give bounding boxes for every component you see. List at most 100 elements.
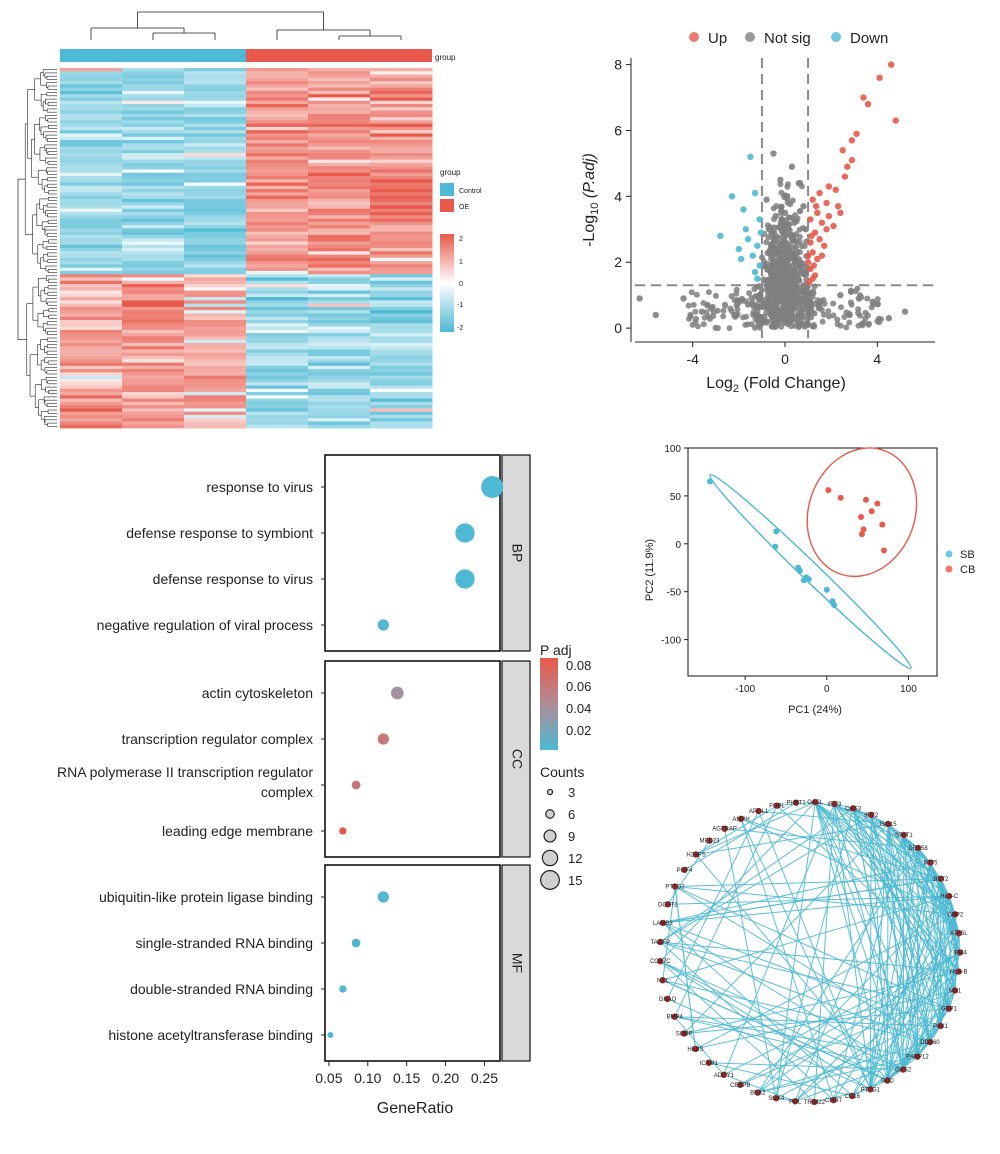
- heatmap-cell: [308, 421, 371, 426]
- pca-y-tick-label: 50: [670, 492, 682, 503]
- heatmap-cell: [246, 198, 309, 203]
- heatmap-cell: [246, 94, 309, 98]
- heatmap-cell: [60, 166, 123, 170]
- heatmap-cell: [308, 323, 371, 327]
- volcano-point-notsig: [901, 308, 909, 315]
- volcano-point-up: [804, 259, 812, 266]
- heatmap-cell: [60, 130, 123, 134]
- volcano-point-notsig: [751, 286, 758, 293]
- network-edge: [723, 1074, 796, 1102]
- volcano-point-up: [823, 199, 830, 207]
- network-edge: [775, 808, 854, 1099]
- heatmap-cell: [246, 179, 309, 183]
- heatmap-cell: [122, 153, 185, 157]
- heatmap-cell: [184, 130, 247, 134]
- volcano-point-notsig: [758, 320, 765, 327]
- volcano-point-up: [837, 209, 844, 217]
- go-term-label: single-stranded RNA binding: [136, 935, 313, 951]
- heatmap-cell: [184, 300, 247, 305]
- heatmap-cell: [122, 270, 185, 275]
- volcano-point-notsig: [794, 272, 801, 279]
- volcano-point-notsig: [757, 291, 764, 298]
- heatmap-cell: [246, 100, 309, 105]
- heatmap-cell: [370, 313, 433, 318]
- network-edge: [660, 941, 959, 973]
- heatmap-cell: [370, 71, 433, 75]
- heatmap-cell: [184, 162, 247, 167]
- volcano-point-notsig: [769, 300, 776, 307]
- heatmap-cell: [308, 198, 371, 203]
- heatmap-cell: [370, 162, 433, 167]
- volcano-point-up: [892, 117, 899, 124]
- network-edge: [886, 878, 942, 1081]
- heatmap-cell: [60, 372, 123, 377]
- volcano-point-notsig: [720, 307, 727, 314]
- heatmap-cell: [122, 310, 185, 314]
- network-edge: [757, 952, 961, 1094]
- heatmap-cell: [308, 215, 371, 219]
- volcano-point-up: [804, 252, 812, 259]
- heatmap-cell: [370, 310, 433, 314]
- heatmap-cell: [370, 81, 433, 85]
- heatmap-cell: [246, 212, 309, 216]
- heatmap-cell: [60, 352, 123, 357]
- column-dendrogram: [90, 11, 402, 40]
- network-edge: [667, 998, 871, 1090]
- heatmap-cell: [308, 81, 371, 85]
- heatmap-cell: [308, 274, 371, 278]
- heatmap-cell: [122, 293, 185, 298]
- volcano-point-down: [751, 268, 759, 276]
- padj-tick-004: 0.04: [566, 701, 591, 716]
- heatmap-cell: [184, 146, 247, 151]
- facet-panel-bp: [324, 454, 501, 652]
- network-node-label: PGL: [789, 1099, 802, 1105]
- pca-x-tick-label: -100: [735, 684, 755, 695]
- network-node: [849, 1092, 856, 1100]
- volcano-point-notsig: [690, 301, 697, 308]
- heatmap-cell: [246, 254, 309, 259]
- go-term-label: histone acetyltransferase binding: [108, 1027, 313, 1043]
- network-node-label: PARP12: [906, 1055, 929, 1061]
- heatmap-cell: [122, 274, 185, 278]
- heatmap-cell: [60, 382, 123, 386]
- network-edge: [775, 802, 816, 1099]
- heatmap-cell: [246, 287, 309, 291]
- volcano-point-up: [848, 137, 856, 144]
- heatmap-cell: [122, 133, 185, 138]
- network-edge: [740, 818, 834, 1101]
- heatmap-cell: [122, 418, 185, 422]
- heatmap-cell: [184, 166, 247, 170]
- volcano-point-down: [740, 206, 747, 213]
- pca-y-label: PC2 (11.9%): [644, 539, 656, 601]
- volcano-point-notsig: [763, 196, 770, 203]
- heatmap-cell: [60, 257, 123, 262]
- network-node-label: LAMB3: [653, 921, 673, 927]
- heatmap-cell: [122, 261, 185, 265]
- volcano-point-notsig: [707, 305, 715, 312]
- heatmap-cell: [122, 149, 185, 154]
- network-edge: [903, 834, 931, 1043]
- volcano-point-notsig: [799, 314, 806, 321]
- heatmap-cell: [60, 287, 123, 291]
- volcano-point-notsig: [811, 310, 818, 317]
- volcano-point-notsig: [806, 307, 813, 314]
- heatmap-cell: [122, 195, 185, 200]
- heatmap-cell: [308, 192, 371, 197]
- volcano-point-notsig: [700, 321, 707, 328]
- heatmap-cell: [122, 107, 185, 111]
- heatmap-cell: [246, 238, 309, 242]
- legend-label-oe: OE: [459, 204, 469, 211]
- heatmap-cell: [122, 411, 185, 416]
- network-edge: [903, 834, 950, 1009]
- heatmap-cell: [60, 359, 123, 363]
- volcano-point-notsig: [837, 291, 844, 299]
- volcano-y-tick-label: 6: [614, 122, 622, 138]
- network-node: [831, 800, 838, 808]
- heatmap-cell: [184, 221, 247, 226]
- heatmap-cell: [60, 254, 123, 259]
- network-edge: [660, 941, 931, 1043]
- heatmap-cell: [60, 156, 123, 161]
- heatmap-cell: [246, 277, 309, 282]
- network-edge: [902, 1008, 950, 1070]
- heatmap-cell: [184, 313, 247, 318]
